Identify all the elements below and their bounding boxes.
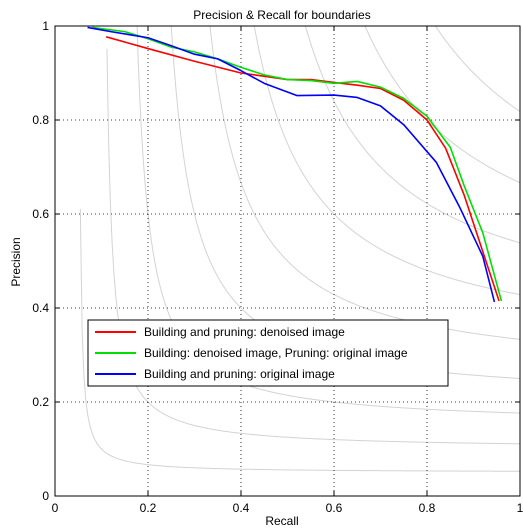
x-tick-label-1: 0.2	[140, 501, 157, 515]
iso-f-curve-6	[253, 26, 520, 296]
legend-label-2: Building: denoised image, Pruning: origi…	[144, 346, 408, 360]
y-tick-label-5: 1	[42, 19, 49, 33]
x-tick-label-0: 0	[52, 501, 59, 515]
series-lines	[87, 26, 503, 303]
axis-ticks: 0 0.2 0.4 0.6 0.8 1 0 0.2 0.4 0.6 0.8 1	[32, 19, 523, 515]
x-tick-label-5: 1	[517, 501, 523, 515]
x-tick-label-3: 0.6	[326, 501, 343, 515]
x-axis-label: Recall	[265, 514, 298, 528]
iso-f-curve-9	[434, 26, 520, 112]
y-tick-label-1: 0.2	[32, 395, 49, 409]
iso-f-curve-1	[79, 208, 520, 472]
legend-label-1: Building and pruning: denoised image	[144, 325, 345, 339]
y-tick-label-3: 0.6	[32, 207, 49, 221]
x-tick-label-4: 0.8	[419, 501, 436, 515]
y-tick-label-0: 0	[42, 489, 49, 503]
y-tick-label-2: 0.4	[32, 301, 49, 315]
chart-title: Precision & Recall for boundaries	[193, 8, 370, 22]
y-axis-label: Precision	[9, 237, 23, 286]
iso-f-curve-5	[209, 26, 520, 340]
series-line-1	[105, 36, 500, 302]
iso-f-curve-7	[304, 26, 520, 244]
legend: Building and pruning: denoised image Buil…	[87, 319, 449, 387]
iso-f-curve-2	[106, 48, 520, 445]
x-tick-label-2: 0.4	[233, 501, 250, 515]
legend-label-3: Building and pruning: original image	[144, 367, 335, 381]
plot-frame	[54, 25, 521, 497]
grid	[55, 26, 520, 496]
legend-box	[87, 319, 449, 387]
y-tick-label-4: 0.8	[32, 113, 49, 127]
series-line-2	[92, 26, 503, 302]
series-line-3	[87, 26, 496, 303]
